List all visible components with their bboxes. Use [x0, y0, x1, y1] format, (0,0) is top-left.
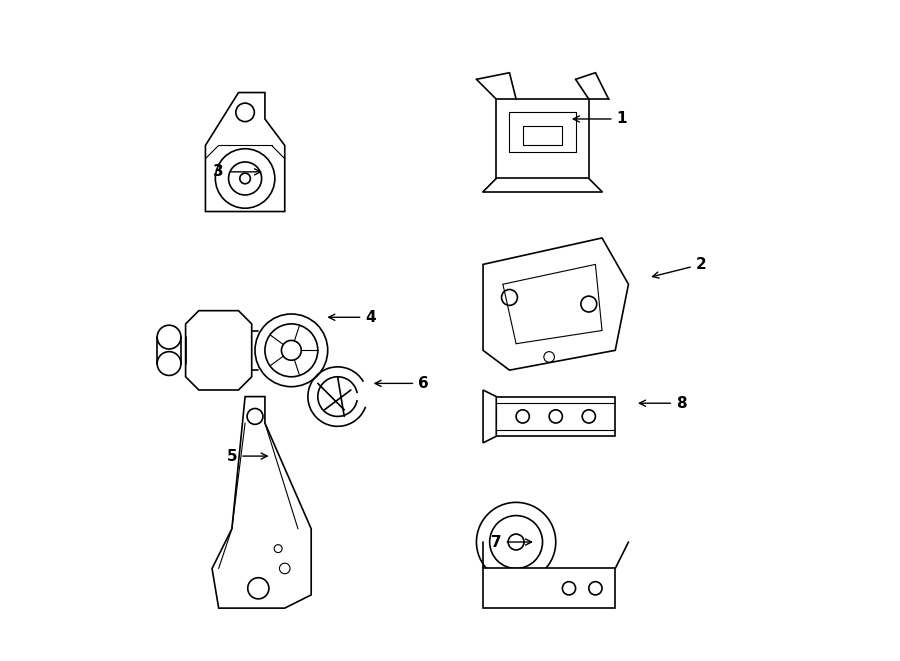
Polygon shape — [185, 311, 252, 390]
Polygon shape — [205, 93, 284, 212]
Polygon shape — [496, 99, 589, 178]
Text: 7: 7 — [491, 535, 532, 549]
Polygon shape — [483, 390, 496, 443]
Text: 3: 3 — [213, 165, 261, 179]
Text: 6: 6 — [375, 376, 429, 391]
Text: 8: 8 — [639, 396, 687, 410]
Polygon shape — [483, 238, 628, 370]
Text: 5: 5 — [227, 449, 267, 463]
Text: 2: 2 — [652, 257, 706, 278]
Polygon shape — [212, 397, 311, 608]
Text: 1: 1 — [573, 112, 627, 126]
Polygon shape — [496, 397, 616, 436]
Circle shape — [255, 314, 328, 387]
Polygon shape — [483, 568, 616, 608]
Text: 4: 4 — [328, 310, 376, 325]
